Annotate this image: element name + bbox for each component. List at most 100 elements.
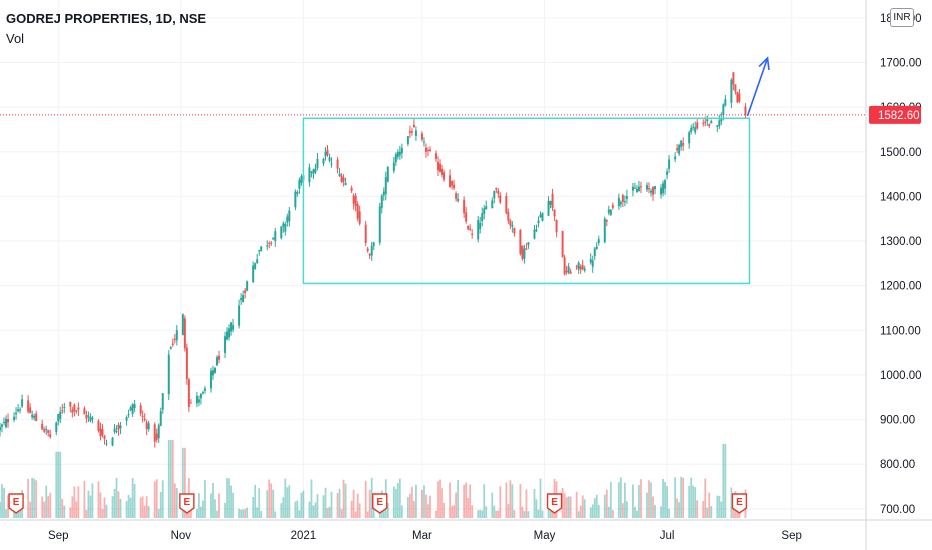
- candle-body: [605, 220, 608, 222]
- candle-body: [551, 194, 554, 208]
- volume-bar: [75, 501, 78, 518]
- candle-body: [55, 422, 58, 433]
- volume-bar: [521, 506, 524, 518]
- volume-bar: [336, 493, 339, 518]
- candle-body: [539, 214, 542, 218]
- volume-bar: [583, 499, 586, 518]
- candle-body: [493, 191, 496, 199]
- candle-body: [75, 410, 78, 412]
- time-axis[interactable]: Sep Nov 2021 Mar May Jul Sep: [48, 530, 802, 542]
- volume-bar: [1, 484, 3, 518]
- candle-body: [565, 270, 568, 273]
- volume-bar: [47, 496, 50, 518]
- volume-bar: [636, 510, 638, 518]
- candle-body: [426, 150, 429, 152]
- volume-bar: [664, 481, 666, 518]
- earnings-marker[interactable]: E: [179, 493, 195, 514]
- symbol-title[interactable]: GODREJ PROPERTIES, 1D, NSE: [6, 11, 207, 26]
- volume-bar: [581, 495, 584, 518]
- volume-indicator-label[interactable]: Vol: [6, 31, 25, 46]
- candle-body: [103, 435, 106, 439]
- volume-bar: [718, 496, 721, 518]
- earnings-marker-shape: [372, 493, 388, 514]
- candle-body: [647, 188, 650, 190]
- candle-body: [310, 171, 313, 173]
- candle-body: [533, 229, 536, 239]
- earnings-marker[interactable]: E: [731, 493, 748, 514]
- candle-body: [169, 347, 172, 349]
- volume-bar: [676, 498, 679, 518]
- volume-bar: [45, 485, 48, 518]
- volume-bar: [202, 500, 204, 518]
- volume-bar: [143, 505, 146, 518]
- volume-bar: [589, 507, 592, 518]
- currency-badge[interactable]: INR: [890, 8, 914, 27]
- candle-body: [563, 257, 566, 275]
- volume-bar: [105, 504, 108, 518]
- volume-bar: [702, 500, 705, 518]
- candle-body: [575, 266, 578, 268]
- volume-bar: [551, 510, 554, 518]
- volume-bar: [479, 509, 482, 518]
- candle-body: [266, 245, 269, 247]
- earnings-marker[interactable]: E: [372, 493, 388, 514]
- volume-bar: [204, 480, 206, 518]
- volume-bar: [5, 509, 7, 518]
- volume-bar: [324, 487, 327, 518]
- volume-bar: [280, 503, 283, 518]
- candle-body: [31, 414, 34, 418]
- candle-body: [216, 357, 219, 366]
- volume-bar: [465, 482, 468, 518]
- candle-body: [344, 182, 347, 186]
- candle-body: [171, 343, 174, 346]
- candle-body: [682, 143, 685, 146]
- candle-body: [639, 186, 642, 188]
- volume-bar: [523, 511, 526, 518]
- volume-bar: [632, 484, 634, 518]
- volume-bar: [3, 487, 5, 518]
- candle-body: [71, 409, 74, 413]
- candle-body: [631, 186, 634, 191]
- price-axis[interactable]: 700.00 800.00 900.00 1000.00 1100.00 1200.00 1…: [880, 13, 922, 516]
- candle-body: [340, 175, 343, 183]
- volume-bar: [161, 480, 164, 518]
- volume-bar: [467, 497, 470, 518]
- candle-body: [330, 163, 333, 165]
- candle-body: [694, 127, 697, 133]
- candle-body: [453, 184, 456, 189]
- volume-bar: [282, 497, 285, 518]
- volume-bar: [139, 497, 142, 518]
- earnings-marker[interactable]: E: [546, 493, 563, 514]
- candle-body: [282, 223, 285, 227]
- volume-bar: [157, 509, 160, 518]
- time-tick-label: Mar: [412, 530, 432, 542]
- candle-body: [428, 149, 431, 151]
- candle-body: [366, 248, 369, 251]
- volume-bar: [246, 507, 249, 518]
- candle-body: [527, 242, 530, 246]
- earnings-marker-shape: [731, 493, 748, 514]
- volume-bar: [541, 510, 544, 518]
- candle-body: [129, 407, 132, 411]
- volume-bar: [662, 478, 664, 518]
- arrow-head: [758, 56, 770, 71]
- volume-bar: [99, 492, 102, 518]
- volume-bar: [49, 492, 52, 518]
- candle-body: [422, 141, 425, 143]
- volume-bar: [314, 502, 317, 518]
- volume-bar: [302, 490, 305, 518]
- earnings-marker[interactable]: E: [8, 493, 24, 514]
- candle-body: [354, 195, 357, 206]
- candle-body: [244, 290, 247, 294]
- candle-body: [35, 413, 38, 422]
- candle-body: [678, 144, 681, 154]
- volume-bar: [577, 511, 580, 518]
- candle-body: [224, 336, 227, 353]
- earnings-marker-label: E: [551, 497, 558, 508]
- candle-body: [617, 197, 620, 207]
- volume-bar: [254, 484, 257, 518]
- candle-body: [77, 407, 80, 410]
- candle-body: [139, 405, 142, 414]
